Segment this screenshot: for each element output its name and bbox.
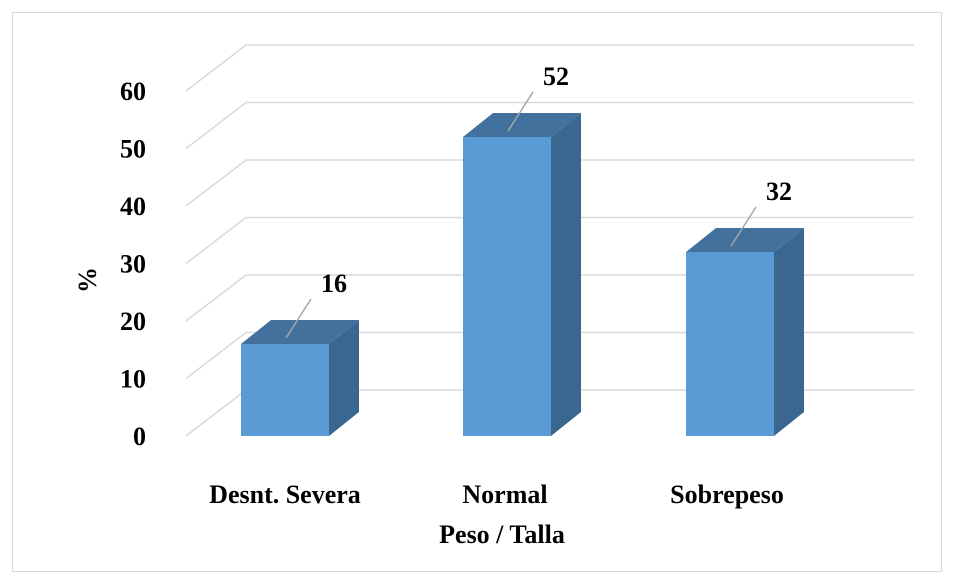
y-tick-label: 50 bbox=[120, 135, 146, 164]
gridline bbox=[185, 159, 914, 207]
y-tick-label: 10 bbox=[120, 365, 146, 394]
x-axis-title: Peso / Talla bbox=[439, 520, 565, 549]
bar-side bbox=[774, 228, 804, 436]
bar bbox=[241, 344, 329, 436]
bar bbox=[463, 137, 551, 436]
bar-side bbox=[551, 113, 581, 436]
bar-top bbox=[463, 113, 581, 137]
bar bbox=[686, 252, 774, 436]
y-tick-label: 60 bbox=[120, 77, 146, 106]
leader-line bbox=[285, 298, 312, 339]
bar-side bbox=[329, 320, 359, 436]
y-tick-label: 40 bbox=[120, 192, 146, 221]
category-label: Normal bbox=[462, 480, 547, 509]
leader-line bbox=[730, 206, 757, 247]
bars-layer bbox=[241, 113, 804, 436]
y-axis-title: % bbox=[73, 267, 102, 293]
y-tick-label: 30 bbox=[120, 250, 146, 279]
category-label: Sobrepeso bbox=[670, 480, 784, 509]
gridline bbox=[185, 216, 914, 265]
gridline bbox=[185, 44, 914, 92]
bar-top bbox=[686, 228, 804, 252]
labels-layer: 0 10 20 30 40 50 60 16 Desnt. Severa 52 Normal 32 So… bbox=[120, 62, 792, 509]
data-label: 16 bbox=[321, 269, 347, 298]
data-label: 52 bbox=[543, 62, 569, 91]
bar-top bbox=[241, 320, 359, 344]
y-tick-label: 20 bbox=[120, 307, 146, 336]
leader-line bbox=[507, 91, 534, 132]
gridline bbox=[185, 101, 914, 150]
y-tick-label: 0 bbox=[133, 422, 146, 451]
data-label: 32 bbox=[766, 177, 792, 206]
category-label: Desnt. Severa bbox=[209, 480, 361, 509]
